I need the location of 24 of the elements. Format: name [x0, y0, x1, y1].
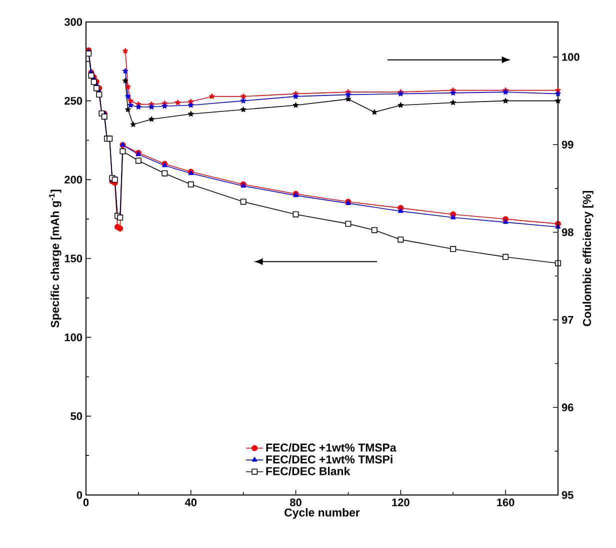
y-axis-title: Specific charge [mAh g$^{-1}$]	[49, 190, 62, 328]
y2-tick-label: 98	[562, 228, 574, 236]
y2-tick-label: 95	[562, 491, 574, 499]
y-tick-label: 200	[64, 176, 82, 184]
y2-tick-label: 96	[562, 404, 574, 412]
y-tick-label: 150	[64, 254, 82, 262]
x-tick-label: 160	[497, 498, 514, 506]
y2-tick-label: 100	[562, 53, 580, 61]
x-tick-label: 80	[290, 498, 302, 506]
legend-label: FEC/DEC +1wt% TMSPi	[266, 455, 392, 464]
y2-tick-label: 99	[562, 140, 574, 149]
legend-label: FEC/DEC Blank	[266, 466, 350, 476]
y2-tick-label: 97	[562, 316, 574, 324]
y-tick-label: 250	[64, 96, 82, 105]
y2-axis-title: Coulombic efficiency [%]	[582, 191, 594, 326]
x-tick-label: 40	[184, 498, 197, 506]
y-tick-label: 100	[64, 333, 82, 342]
x-axis-title: Cycle number	[284, 508, 360, 519]
x-tick-label: 0	[83, 498, 89, 506]
y-tick-label: 0	[76, 491, 82, 499]
y-tick-label: 50	[70, 412, 82, 420]
x-tick-label: 120	[392, 498, 410, 506]
y-tick-label: 300	[64, 18, 82, 26]
legend-label: FEC/DEC +1wt% TMSPa	[266, 443, 396, 452]
